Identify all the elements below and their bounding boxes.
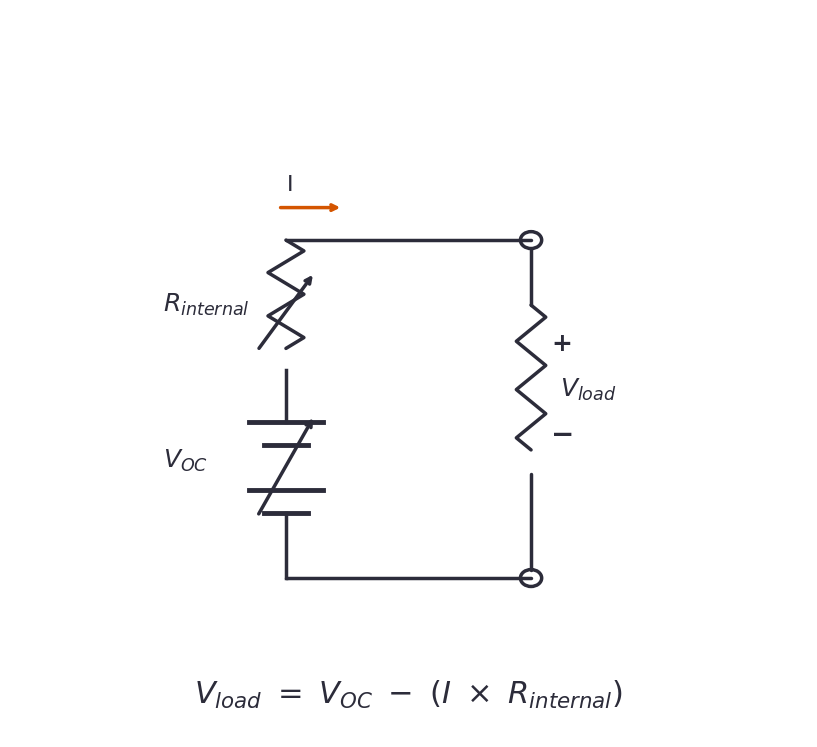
Text: $R_{internal}$: $R_{internal}$ — [163, 292, 250, 318]
Text: $V_{OC}$: $V_{OC}$ — [163, 448, 208, 474]
Text: Battery Simulator Model: Battery Simulator Model — [100, 27, 717, 70]
Text: $V_{load}\ =\ V_{OC}\ -\ (I\ \times\ R_{internal})$: $V_{load}\ =\ V_{OC}\ -\ (I\ \times\ R_{… — [194, 679, 623, 710]
Text: I: I — [287, 175, 293, 195]
Text: +: + — [551, 332, 573, 356]
Text: $V_{load}$: $V_{load}$ — [560, 376, 616, 403]
Text: −: − — [551, 421, 574, 449]
